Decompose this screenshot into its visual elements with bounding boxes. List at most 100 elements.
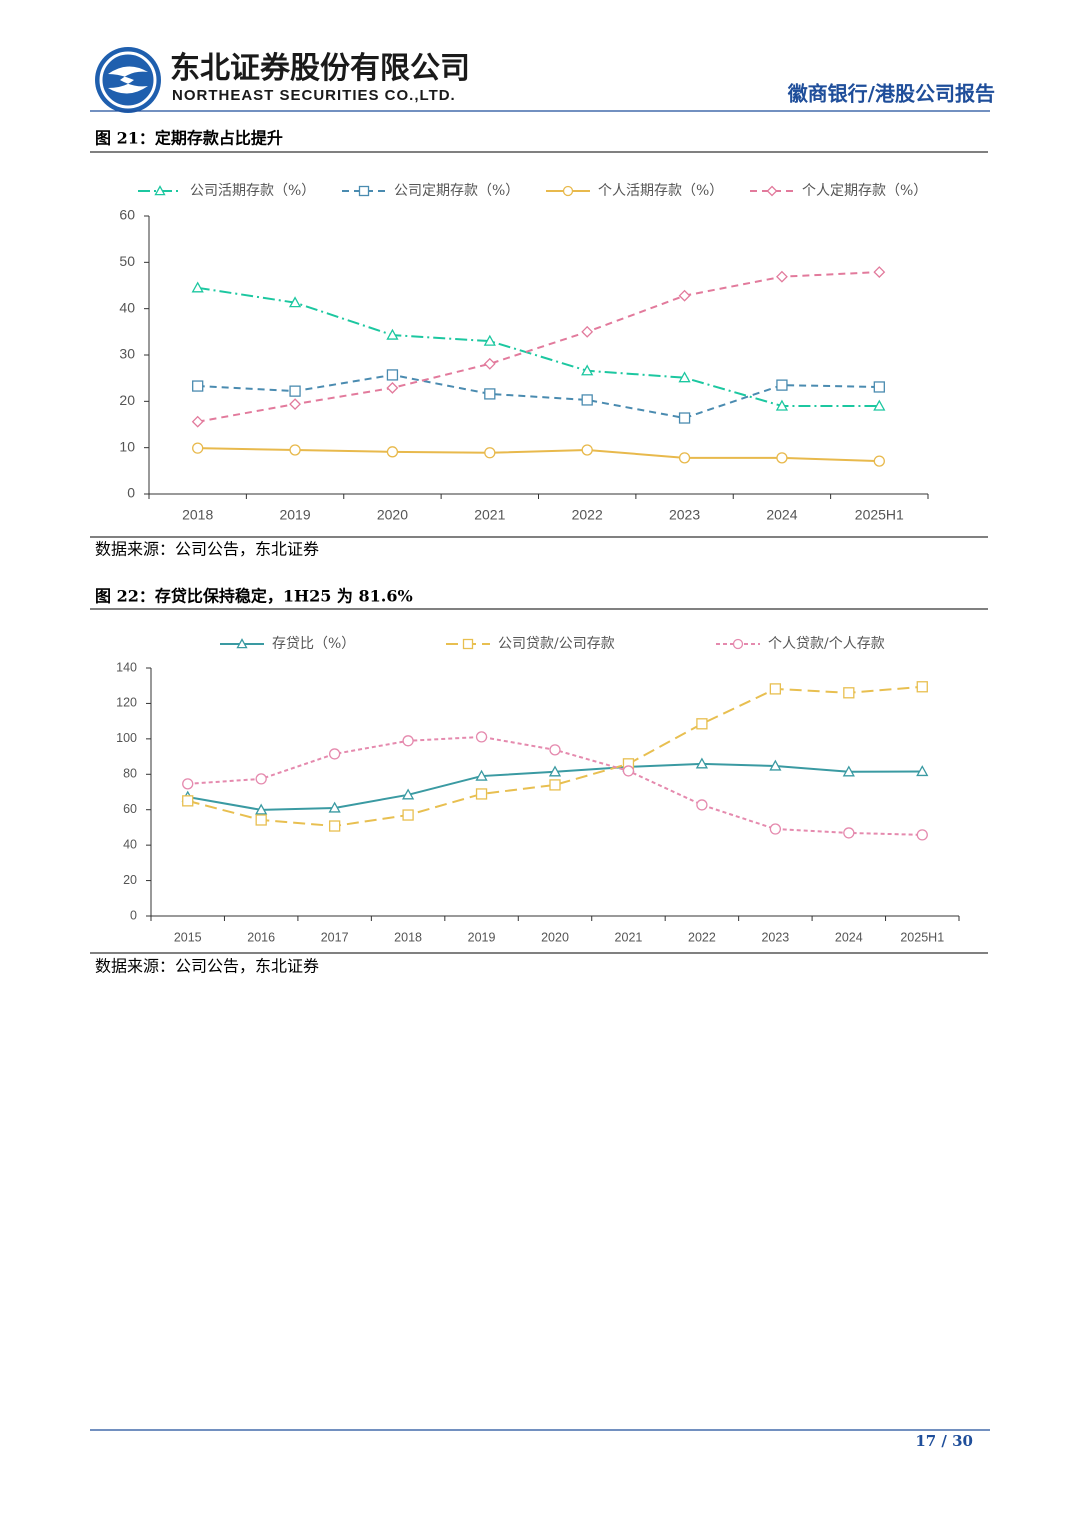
marker bbox=[255, 803, 268, 815]
marker bbox=[766, 185, 778, 197]
marker bbox=[581, 325, 594, 338]
x-tick-label: 2024 bbox=[835, 930, 863, 944]
marker bbox=[562, 185, 574, 197]
marker bbox=[289, 398, 301, 411]
marker bbox=[192, 442, 204, 454]
marker bbox=[182, 795, 194, 807]
x-tick-label: 2025H1 bbox=[855, 507, 904, 523]
x-tick-label: 2022 bbox=[572, 507, 603, 523]
marker bbox=[776, 270, 788, 283]
y-tick-label: 30 bbox=[119, 346, 135, 362]
legend-label: 公司定期存款（%） bbox=[394, 183, 519, 199]
marker bbox=[191, 415, 204, 428]
y-tick-label: 20 bbox=[119, 392, 135, 408]
marker bbox=[916, 681, 928, 693]
marker bbox=[191, 281, 204, 293]
marker bbox=[386, 328, 399, 340]
x-tick-label: 2018 bbox=[394, 930, 422, 944]
y-tick-label: 20 bbox=[123, 873, 137, 887]
marker bbox=[873, 455, 885, 467]
x-tick-label: 2021 bbox=[474, 507, 505, 523]
marker bbox=[843, 687, 855, 699]
x-tick-label: 2021 bbox=[615, 930, 643, 944]
series-line bbox=[197, 373, 880, 420]
marker bbox=[328, 748, 341, 760]
marker bbox=[581, 394, 593, 406]
x-tick-label: 2023 bbox=[669, 507, 700, 523]
y-tick-label: 60 bbox=[123, 802, 137, 816]
report-title: 徽商银行/港股公司报告 bbox=[787, 82, 995, 106]
marker bbox=[842, 765, 855, 777]
marker bbox=[484, 388, 496, 400]
series-line bbox=[197, 271, 880, 423]
marker bbox=[695, 757, 709, 769]
marker bbox=[288, 296, 302, 308]
series-line bbox=[187, 685, 923, 828]
marker bbox=[484, 447, 496, 459]
marker bbox=[916, 765, 929, 777]
marker bbox=[769, 683, 782, 695]
marker bbox=[386, 369, 399, 381]
marker bbox=[548, 765, 562, 777]
marker bbox=[192, 380, 204, 392]
marker bbox=[843, 827, 855, 839]
marker bbox=[182, 778, 194, 790]
marker bbox=[255, 773, 267, 785]
source: 数据来源：公司公告，东北证券 bbox=[95, 957, 319, 976]
x-tick-label: 2017 bbox=[321, 930, 349, 944]
marker bbox=[475, 731, 488, 743]
marker bbox=[549, 779, 561, 791]
marker bbox=[401, 788, 415, 800]
marker bbox=[581, 444, 593, 456]
legend-label: 个人活期存款（%） bbox=[598, 183, 723, 199]
marker bbox=[402, 735, 414, 747]
marker bbox=[255, 814, 267, 826]
x-tick-label: 2016 bbox=[247, 930, 275, 944]
marker bbox=[328, 820, 341, 832]
marker bbox=[769, 823, 782, 835]
marker bbox=[549, 744, 561, 756]
marker bbox=[289, 444, 301, 456]
marker bbox=[358, 185, 370, 197]
marker bbox=[328, 801, 341, 813]
y-tick-label: 140 bbox=[116, 660, 137, 674]
marker bbox=[386, 446, 399, 458]
marker bbox=[873, 381, 885, 393]
legend-label: 公司贷款/公司存款 bbox=[498, 636, 615, 652]
marker bbox=[916, 829, 928, 841]
figure-title: 图 22：存贷比保持稳定，1H25 为 81.6% bbox=[95, 587, 413, 606]
marker bbox=[873, 399, 886, 411]
source: 数据来源：公司公告，东北证券 bbox=[95, 540, 319, 559]
x-tick-label: 2015 bbox=[174, 930, 202, 944]
y-tick-label: 120 bbox=[116, 696, 137, 710]
logo bbox=[95, 47, 161, 113]
marker bbox=[678, 452, 691, 464]
y-tick-label: 60 bbox=[119, 207, 135, 223]
marker bbox=[678, 371, 691, 383]
marker bbox=[154, 185, 166, 196]
series-line bbox=[197, 447, 880, 463]
marker bbox=[236, 638, 248, 649]
y-tick-label: 50 bbox=[119, 253, 135, 269]
marker bbox=[483, 334, 496, 346]
marker bbox=[386, 381, 399, 394]
marker bbox=[475, 769, 488, 781]
y-tick-label: 80 bbox=[123, 767, 137, 781]
company-cn: 东北证券股份有限公司 bbox=[170, 51, 470, 85]
marker bbox=[769, 759, 782, 771]
figure-title: 图 21：定期存款占比提升 bbox=[95, 129, 283, 148]
x-tick-label: 2018 bbox=[182, 507, 213, 523]
x-tick-label: 2019 bbox=[468, 930, 496, 944]
legend-label: 公司活期存款（%） bbox=[190, 183, 315, 199]
x-tick-label: 2020 bbox=[377, 507, 408, 523]
x-tick-label: 2023 bbox=[761, 930, 789, 944]
marker bbox=[776, 452, 788, 464]
y-tick-label: 100 bbox=[116, 731, 137, 745]
marker bbox=[678, 412, 691, 424]
marker bbox=[622, 765, 635, 777]
marker bbox=[289, 385, 301, 397]
y-tick-label: 40 bbox=[119, 299, 135, 315]
marker bbox=[483, 357, 496, 370]
marker bbox=[696, 799, 708, 811]
marker bbox=[678, 289, 691, 302]
